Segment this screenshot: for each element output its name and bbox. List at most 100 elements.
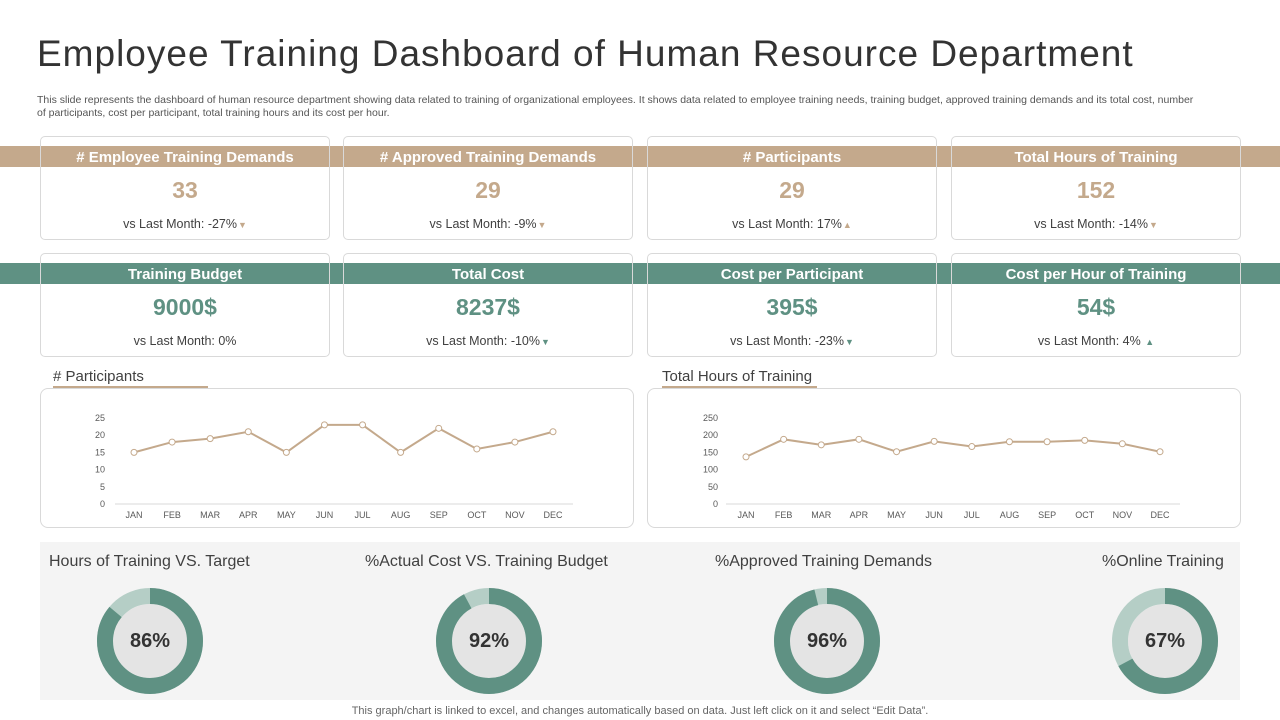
trend-down-icon: ▼ bbox=[845, 337, 854, 347]
donut-chart-approved-demands[interactable] bbox=[774, 588, 880, 694]
kpi-card-approved-training-demands[interactable]: # Approved Training Demands 29 vs Last M… bbox=[343, 136, 633, 240]
kpi-label: # Employee Training Demands bbox=[76, 149, 294, 166]
data-point bbox=[817, 441, 825, 449]
data-point bbox=[1156, 448, 1164, 456]
kpi-comparison: vs Last Month: 4% ▲ bbox=[952, 334, 1240, 348]
kpi-compare-text: vs Last Month: 4% bbox=[1037, 334, 1141, 348]
x-tick-label: NOV bbox=[505, 510, 525, 520]
y-tick-label: 0 bbox=[100, 499, 105, 509]
kpi-compare-text: vs Last Month: -10% bbox=[426, 334, 541, 348]
data-point bbox=[549, 428, 557, 436]
y-tick-label: 150 bbox=[703, 447, 718, 457]
series-line bbox=[133, 423, 554, 454]
kpi-compare-text: vs Last Month: -27% bbox=[123, 217, 238, 231]
kpi-comparison: vs Last Month: -14%▼ bbox=[952, 217, 1240, 231]
kpi-card-cost-per-hour-of-training[interactable]: Cost per Hour of Training 54$ vs Last Mo… bbox=[951, 253, 1241, 357]
training-hours-chart-title: Total Hours of Training bbox=[662, 368, 813, 385]
kpi-label: # Approved Training Demands bbox=[379, 149, 597, 166]
data-point bbox=[930, 437, 938, 445]
x-tick-label: APR bbox=[850, 510, 869, 520]
donut-value-arc bbox=[774, 588, 880, 694]
y-tick-label: 250 bbox=[703, 413, 718, 423]
kpi-comparison: vs Last Month: -10%▼ bbox=[344, 334, 632, 348]
training-hours-line-chart[interactable]: 0 50 100 150 200 250 JAN FEB MAR APR MAY JUN JUL AUG S… bbox=[647, 388, 1241, 528]
x-tick-label: APR bbox=[239, 510, 258, 520]
kpi-card-participants[interactable]: # Participants 29 vs Last Month: 17%▲ bbox=[647, 136, 937, 240]
kpi-card-total-cost[interactable]: Total Cost 8237$ vs Last Month: -10%▼ bbox=[343, 253, 633, 357]
kpi-card-cost-per-participant[interactable]: Cost per Participant 395$ vs Last Month:… bbox=[647, 253, 937, 357]
x-tick-label: JUN bbox=[925, 510, 943, 520]
kpi-band-row2 bbox=[0, 263, 1280, 284]
data-point bbox=[168, 438, 176, 446]
data-point bbox=[1118, 440, 1126, 448]
data-point bbox=[1081, 436, 1089, 444]
donut-center bbox=[113, 604, 187, 678]
kpi-comparison: vs Last Month: -23%▼ bbox=[648, 334, 936, 348]
donut-chart-online-training[interactable] bbox=[1112, 588, 1218, 694]
x-tick-label: AUG bbox=[391, 510, 411, 520]
y-tick-label: 10 bbox=[95, 465, 105, 475]
data-point bbox=[244, 428, 252, 436]
kpi-card-employee-training-demands[interactable]: # Employee Training Demands 33 vs Last M… bbox=[40, 136, 330, 240]
x-tick-label: MAY bbox=[887, 510, 906, 520]
y-tick-label: 200 bbox=[703, 430, 718, 440]
donut-chart-hours-vs-target[interactable] bbox=[97, 588, 203, 694]
x-tick-label: FEB bbox=[163, 510, 181, 520]
chart-title-underline bbox=[53, 386, 208, 388]
kpi-value: 33 bbox=[172, 177, 198, 203]
donut-title-hours-vs-target: Hours of Training VS. Target bbox=[49, 553, 250, 570]
kpi-compare-text: vs Last Month: -23% bbox=[730, 334, 845, 348]
kpi-comparison: vs Last Month: 17%▲ bbox=[648, 217, 936, 231]
kpi-value: 29 bbox=[475, 177, 501, 203]
donut-chart-cost-vs-budget[interactable] bbox=[436, 588, 542, 694]
data-point bbox=[282, 448, 290, 456]
donut-title-approved-demands: %Approved Training Demands bbox=[715, 553, 933, 570]
x-tick-label: JUN bbox=[316, 510, 334, 520]
trend-down-icon: ▼ bbox=[537, 220, 547, 230]
donut-value-arc bbox=[1112, 588, 1218, 694]
x-tick-label: FEB bbox=[775, 510, 793, 520]
x-tick-label: OCT bbox=[1075, 510, 1095, 520]
kpi-card-training-budget[interactable]: Training Budget 9000$ vs Last Month: 0% bbox=[40, 253, 330, 357]
series-line bbox=[745, 438, 1161, 458]
kpi-label: Training Budget bbox=[127, 266, 243, 283]
y-tick-label: 100 bbox=[703, 465, 718, 475]
y-tick-label: 5 bbox=[100, 482, 105, 492]
chart-title-underline bbox=[662, 386, 817, 388]
kpi-compare-text: vs Last Month: -9% bbox=[429, 217, 537, 231]
x-tick-label: AUG bbox=[1000, 510, 1020, 520]
kpi-value: 29 bbox=[779, 177, 805, 203]
data-point bbox=[320, 421, 328, 429]
trend-down-icon: ▼ bbox=[1149, 220, 1158, 230]
data-point bbox=[968, 443, 976, 451]
trend-down-icon: ▼ bbox=[238, 220, 247, 230]
data-point bbox=[855, 435, 863, 443]
donut-value-arc bbox=[436, 588, 542, 694]
y-tick-label: 25 bbox=[95, 413, 105, 423]
kpi-label: # Participants bbox=[742, 149, 842, 166]
kpi-card-total-hours-of-training[interactable]: Total Hours of Training 152 vs Last Mont… bbox=[951, 136, 1241, 240]
data-point bbox=[359, 421, 367, 429]
page-description: This slide represents the dashboard of h… bbox=[37, 94, 1194, 119]
data-point bbox=[893, 448, 901, 456]
data-point bbox=[780, 435, 788, 443]
participants-chart-title: # Participants bbox=[53, 368, 144, 385]
participants-line-chart[interactable]: 0 5 10 15 20 25 JAN FEB MAR APR MAY JUN JUL AUG SEP OCT… bbox=[40, 388, 634, 528]
kpi-compare-text: vs Last Month: -14% bbox=[1034, 217, 1149, 231]
trend-down-icon: ▼ bbox=[541, 337, 550, 347]
donut-center bbox=[1128, 604, 1202, 678]
x-tick-label: MAY bbox=[277, 510, 296, 520]
kpi-compare-text: vs Last Month: 0% bbox=[133, 334, 237, 348]
kpi-value: 8237$ bbox=[456, 294, 520, 320]
kpi-comparison: vs Last Month: -27%▼ bbox=[41, 217, 329, 231]
y-tick-label: 50 bbox=[708, 482, 718, 492]
footer-note: This graph/chart is linked to excel, and… bbox=[351, 705, 929, 717]
y-tick-label: 0 bbox=[713, 499, 718, 509]
x-tick-label: JAN bbox=[737, 510, 754, 520]
x-tick-label: DEC bbox=[543, 510, 563, 520]
donut-center bbox=[452, 604, 526, 678]
x-tick-label: MAR bbox=[200, 510, 221, 520]
kpi-value: 395$ bbox=[766, 294, 818, 320]
data-point bbox=[1043, 438, 1051, 446]
kpi-label: Total Cost bbox=[451, 266, 525, 283]
